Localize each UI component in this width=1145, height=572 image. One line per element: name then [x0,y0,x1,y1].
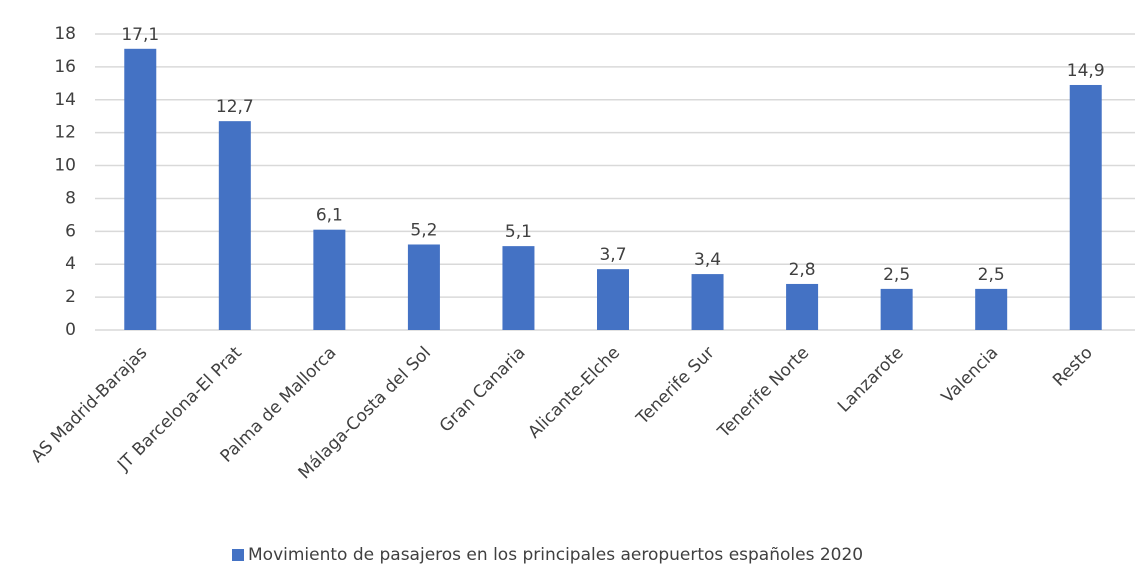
value-label: 2,5 [978,265,1005,285]
value-label: 5,2 [410,220,437,240]
value-label: 5,1 [505,222,532,242]
y-tick-label: 0 [65,320,76,340]
y-tick-label: 14 [54,90,76,110]
bar [786,283,819,330]
x-tick-label: Alicante-Elche [524,343,624,443]
value-label: 3,7 [599,245,626,265]
value-label: 14,9 [1067,61,1105,81]
value-label: 2,8 [789,260,816,280]
bar [975,288,1008,330]
bar [124,48,157,331]
value-label: 6,1 [316,206,343,226]
x-tick-label: Lanzarote [834,343,908,417]
y-tick-label: 8 [65,188,76,208]
bar [502,246,535,330]
x-tick-label: Resto [1049,343,1097,391]
bar [597,269,629,330]
x-tick-label: Tenerife Norte [713,343,813,443]
x-tick-label: Tenerife Sur [632,343,718,429]
y-tick-label: 4 [65,254,76,274]
y-tick-label: 6 [65,221,76,241]
bar [218,121,251,331]
value-label: 12,7 [216,97,254,117]
x-tick-label: Valencia [938,343,1002,407]
y-tick-label: 16 [54,57,76,77]
y-tick-label: 10 [54,156,76,176]
value-label: 17,1 [121,25,159,45]
bar [313,229,346,330]
y-tick-label: 2 [65,287,76,307]
bar [691,274,724,330]
y-tick-label: 18 [54,24,76,44]
x-tick-label: Gran Canaria [436,343,530,437]
bar [1069,84,1102,330]
legend-label: Movimiento de pasajeros en los principal… [248,545,863,565]
bar [880,288,913,330]
value-label: 2,5 [883,265,910,285]
legend-swatch [232,549,244,561]
value-label: 3,4 [694,250,721,270]
y-tick-label: 12 [54,123,76,143]
bar [407,244,440,330]
